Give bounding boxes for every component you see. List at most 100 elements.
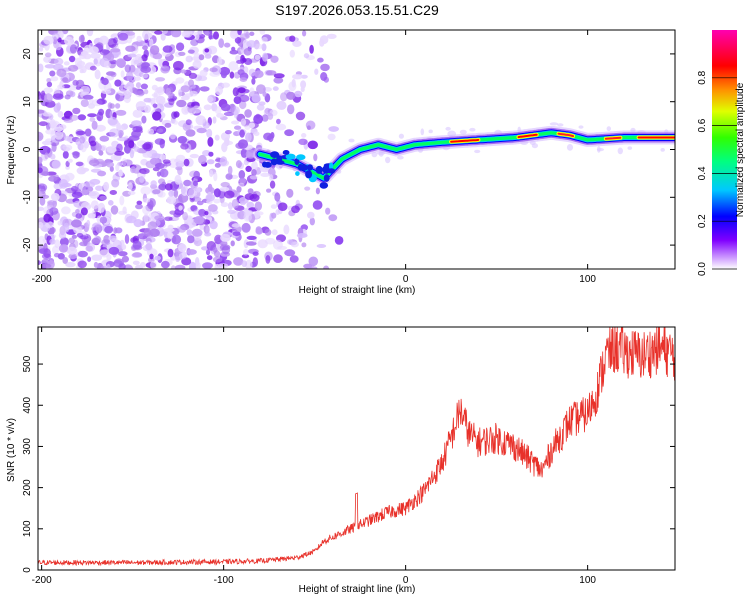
noise-blob (143, 97, 152, 103)
noise-blob (77, 250, 88, 258)
noise-blob (68, 237, 75, 244)
noise-blob (38, 190, 46, 199)
noise-blob (89, 46, 99, 54)
noise-blob (82, 94, 94, 100)
noise-blob (43, 35, 54, 45)
noise-blob (56, 102, 61, 111)
noise-blob (159, 138, 165, 149)
noise-blob (180, 186, 186, 194)
noise-blob (161, 260, 170, 269)
noise-blob (118, 263, 126, 269)
signal-blob (298, 164, 309, 172)
noise-blob (103, 234, 111, 244)
noise-blob (239, 100, 247, 110)
noise-blob (251, 169, 257, 177)
noise-blob (142, 152, 153, 158)
noise-blob (188, 261, 197, 269)
noise-blob (49, 70, 56, 77)
noise-blob (75, 213, 83, 219)
noise-blob (128, 140, 135, 149)
noise-blob (240, 148, 248, 158)
noise-blob (97, 202, 106, 213)
y-tick-label: -20 (22, 237, 33, 252)
noise-blob (75, 161, 84, 167)
noise-blob (39, 145, 51, 155)
noise-blob (54, 57, 64, 66)
noise-blob (314, 68, 319, 75)
noise-blob (220, 132, 231, 141)
noise-blob (61, 206, 71, 215)
noise-blob (196, 200, 204, 206)
noise-blob (227, 209, 236, 214)
noise-blob (195, 261, 201, 269)
noise-blob (276, 100, 287, 110)
noise-blob (187, 106, 196, 114)
noise-blob (182, 211, 189, 221)
ridge-hotspot (450, 138, 480, 143)
noise-blob (206, 159, 215, 165)
noise-blob (121, 255, 129, 263)
noise-blob (204, 30, 210, 36)
noise-blob (627, 146, 633, 150)
noise-blob (198, 154, 207, 165)
noise-blob (270, 204, 277, 209)
noise-blob (154, 215, 165, 221)
noise-blob (326, 33, 337, 40)
signal-blob (275, 160, 285, 165)
noise-blob (79, 235, 89, 240)
noise-blob (261, 43, 267, 52)
noise-blob (385, 156, 391, 164)
noise-blob (186, 229, 193, 236)
noise-blob (147, 128, 155, 135)
noise-blob (132, 126, 143, 133)
snr-series-line (38, 327, 675, 567)
noise-blob (217, 56, 223, 66)
noise-blob (249, 175, 258, 180)
noise-blob (135, 203, 143, 210)
noise-blob (101, 49, 110, 54)
noise-blob (87, 186, 94, 192)
signal-blob (327, 168, 336, 174)
noise-blob (159, 168, 169, 178)
noise-blob (68, 64, 79, 72)
noise-blob (269, 174, 274, 181)
noise-blob (208, 151, 214, 157)
signal-blob (306, 164, 313, 171)
noise-blob (117, 89, 129, 96)
noise-blob (191, 228, 203, 237)
noise-blob (95, 124, 106, 132)
noise-blob (143, 213, 149, 223)
noise-blob (96, 98, 107, 105)
noise-blob (124, 64, 131, 73)
signal-blob (294, 158, 300, 165)
noise-blob (239, 129, 245, 138)
noise-blob (230, 240, 235, 247)
noise-blob (286, 188, 294, 198)
noise-blob (89, 117, 96, 122)
noise-blob (220, 70, 227, 79)
noise-blob (219, 187, 230, 192)
noise-blob (71, 191, 83, 199)
noise-blob (120, 70, 125, 78)
noise-blob (309, 44, 314, 54)
colorbar-tick-label: 0.0 (697, 262, 708, 276)
noise-blob (289, 49, 295, 58)
noise-blob (53, 182, 63, 190)
noise-blob (109, 103, 115, 109)
noise-blob (141, 143, 152, 150)
noise-blob (187, 49, 195, 54)
y-tick-label: 100 (22, 520, 33, 537)
signal-blob (315, 165, 323, 174)
noise-blob (190, 39, 199, 46)
signal-blob (270, 151, 280, 159)
noise-blob (38, 131, 44, 142)
noise-blob (617, 147, 623, 155)
noise-blob (43, 87, 53, 94)
noise-blob (312, 200, 323, 210)
noise-blob (216, 113, 225, 118)
noise-blob (93, 261, 99, 268)
noise-blob (163, 86, 174, 95)
noise-blob (238, 177, 247, 185)
noise-blob (224, 42, 231, 48)
noise-blob (99, 195, 107, 201)
